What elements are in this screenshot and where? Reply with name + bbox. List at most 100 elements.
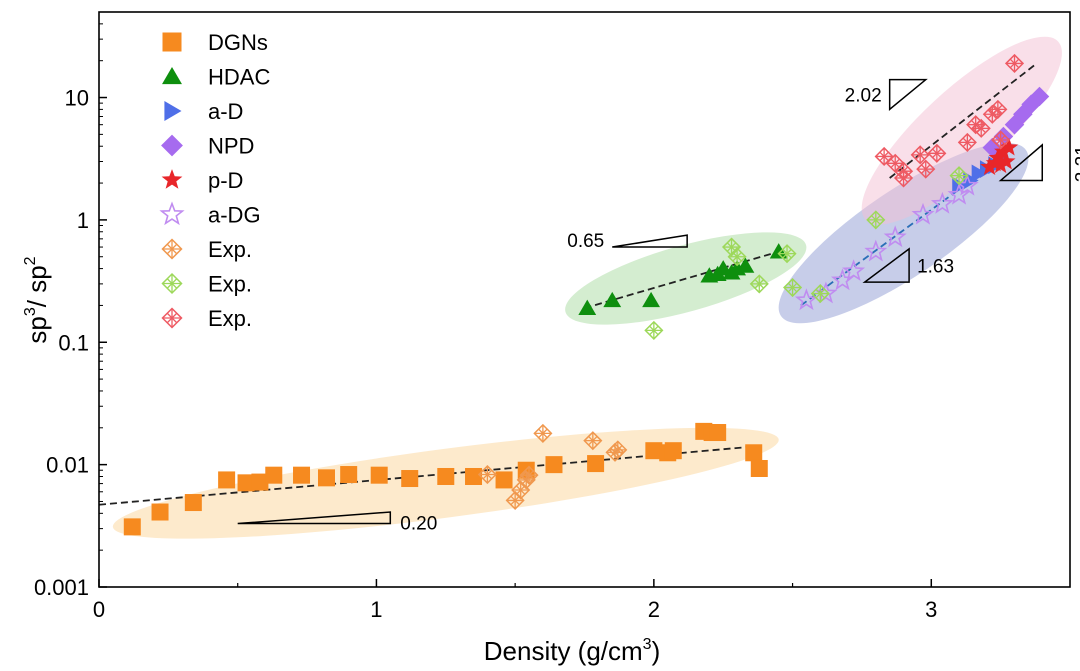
y-axis-title: sp3/ sp2 xyxy=(22,256,52,343)
legend-marker-0 xyxy=(162,32,182,52)
legend-marker-3 xyxy=(161,134,183,157)
point-3-4 xyxy=(1021,94,1041,115)
point-0-3 xyxy=(218,471,236,489)
x-tick-label-2: 2 xyxy=(648,597,660,622)
point-8-12 xyxy=(893,161,914,181)
point-1-1 xyxy=(603,291,622,308)
slope-triangle-4: 2.21 xyxy=(998,143,1080,182)
point-0-12 xyxy=(437,467,455,485)
slope-triangles: 0.20 0.65 1.63 2.02 2.21 xyxy=(237,78,1080,535)
point-8-11 xyxy=(1004,53,1025,73)
y-tick-label-4: 10 xyxy=(65,86,89,111)
point-0-16 xyxy=(545,456,563,474)
slope-triangle-shape-2 xyxy=(862,247,910,283)
point-0-25 xyxy=(750,459,768,477)
point-3-2 xyxy=(1004,114,1025,135)
point-4-4 xyxy=(994,142,1013,160)
point-8-5 xyxy=(927,143,947,163)
point-0-0 xyxy=(123,518,141,536)
legend-label-6: Exp. xyxy=(208,237,252,262)
slope-label-0: 0.20 xyxy=(400,514,437,535)
slope-triangle-1: 0.65 xyxy=(567,231,688,252)
point-5-4 xyxy=(864,239,888,262)
point-7-5 xyxy=(783,277,803,298)
y-tick-label-2: 0.1 xyxy=(58,330,89,355)
slope-triangle-shape-0 xyxy=(237,511,392,525)
legend-label-2: a-D xyxy=(208,99,243,124)
x-tick-label-3: 3 xyxy=(925,597,937,622)
point-7-6 xyxy=(810,284,830,304)
point-5-7 xyxy=(930,191,954,214)
point-8-3 xyxy=(910,145,930,165)
point-0-2 xyxy=(184,494,202,512)
point-0-7 xyxy=(293,466,311,484)
slope-triangle-2: 1.63 xyxy=(862,247,954,283)
point-5-8 xyxy=(947,182,971,205)
point-7-1 xyxy=(721,237,742,257)
slope-triangle-3: 2.02 xyxy=(845,78,928,111)
slope-triangle-shape-4 xyxy=(998,143,1044,182)
point-0-11 xyxy=(401,470,419,488)
point-0-18 xyxy=(645,442,663,460)
point-8-0 xyxy=(874,146,894,167)
point-6-0 xyxy=(477,464,497,485)
point-0-13 xyxy=(465,467,483,485)
legend-marker-5 xyxy=(159,201,185,226)
point-8-6 xyxy=(957,132,977,152)
axes-box xyxy=(98,11,1071,588)
point-6-5 xyxy=(533,423,553,443)
point-6-4 xyxy=(519,465,539,485)
point-4-3 xyxy=(991,155,1010,174)
point-1-0 xyxy=(578,299,597,315)
point-0-6 xyxy=(265,466,283,484)
point-4-0 xyxy=(980,157,999,175)
point-7-2 xyxy=(727,247,747,267)
point-5-1 xyxy=(814,281,838,304)
legend-label-7: Exp. xyxy=(208,272,252,297)
x-axis-title: Density (g/cm3) xyxy=(484,636,661,666)
point-7-7 xyxy=(866,210,886,230)
slope-label-2: 1.63 xyxy=(917,256,954,277)
point-5-3 xyxy=(842,259,866,282)
point-8-10 xyxy=(988,99,1008,119)
point-8-13 xyxy=(991,130,1011,150)
slope-triangle-shape-3 xyxy=(888,78,928,111)
point-7-8 xyxy=(949,166,969,186)
plot-frame xyxy=(98,11,1071,588)
point-0-10 xyxy=(370,466,388,484)
point-7-0 xyxy=(644,320,664,340)
fit-line-0 xyxy=(98,445,752,506)
legend-marker-6 xyxy=(161,238,183,260)
point-0-14 xyxy=(495,471,513,489)
slope-label-3: 2.02 xyxy=(845,86,882,107)
fit-line-3 xyxy=(889,62,1038,179)
legend-marker-7 xyxy=(161,272,183,295)
legend-marker-8 xyxy=(161,307,183,329)
point-1-8 xyxy=(736,257,755,273)
legend: DGNs HDAC a-D NPD p-D a-DG Exp. Exp. Exp. xyxy=(159,30,270,331)
point-0-23 xyxy=(709,424,727,442)
point-1-2 xyxy=(642,291,661,308)
axis-ticks: 0 1 2 3 0.001 0.01 0.1 1 10 xyxy=(34,11,937,622)
point-4-2 xyxy=(988,148,1008,166)
legend-marker-2 xyxy=(164,101,182,121)
point-7-3 xyxy=(749,274,769,294)
point-5-5 xyxy=(883,225,907,248)
legend-label-3: NPD xyxy=(208,134,254,159)
y-tick-label-0: 0.001 xyxy=(34,575,89,600)
slope-label-1: 0.65 xyxy=(567,231,604,252)
x-tick-label-0: 0 xyxy=(93,597,105,622)
point-8-8 xyxy=(971,118,991,138)
ellipse-adg-2 xyxy=(778,142,1029,324)
y-tick-label-1: 0.01 xyxy=(46,453,89,478)
point-0-20 xyxy=(664,442,682,460)
point-4-6 xyxy=(999,137,1019,156)
point-0-1 xyxy=(151,503,169,521)
x-tick-label-1: 1 xyxy=(370,597,382,622)
legend-label-4: p-D xyxy=(208,168,243,193)
data-points xyxy=(123,53,1050,536)
legend-label-1: HDAC xyxy=(208,65,270,90)
point-3-5 xyxy=(1029,86,1050,107)
legend-marker-1 xyxy=(162,67,182,85)
